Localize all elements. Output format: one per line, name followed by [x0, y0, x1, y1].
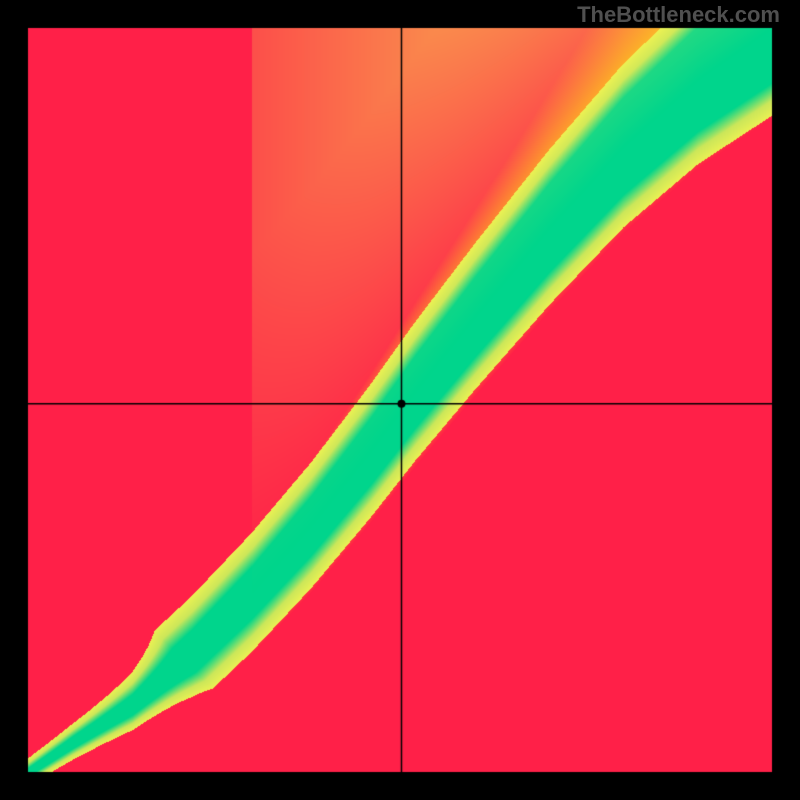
watermark-text: TheBottleneck.com: [577, 2, 780, 28]
chart-container: TheBottleneck.com: [0, 0, 800, 800]
bottleneck-heatmap: [0, 0, 800, 800]
